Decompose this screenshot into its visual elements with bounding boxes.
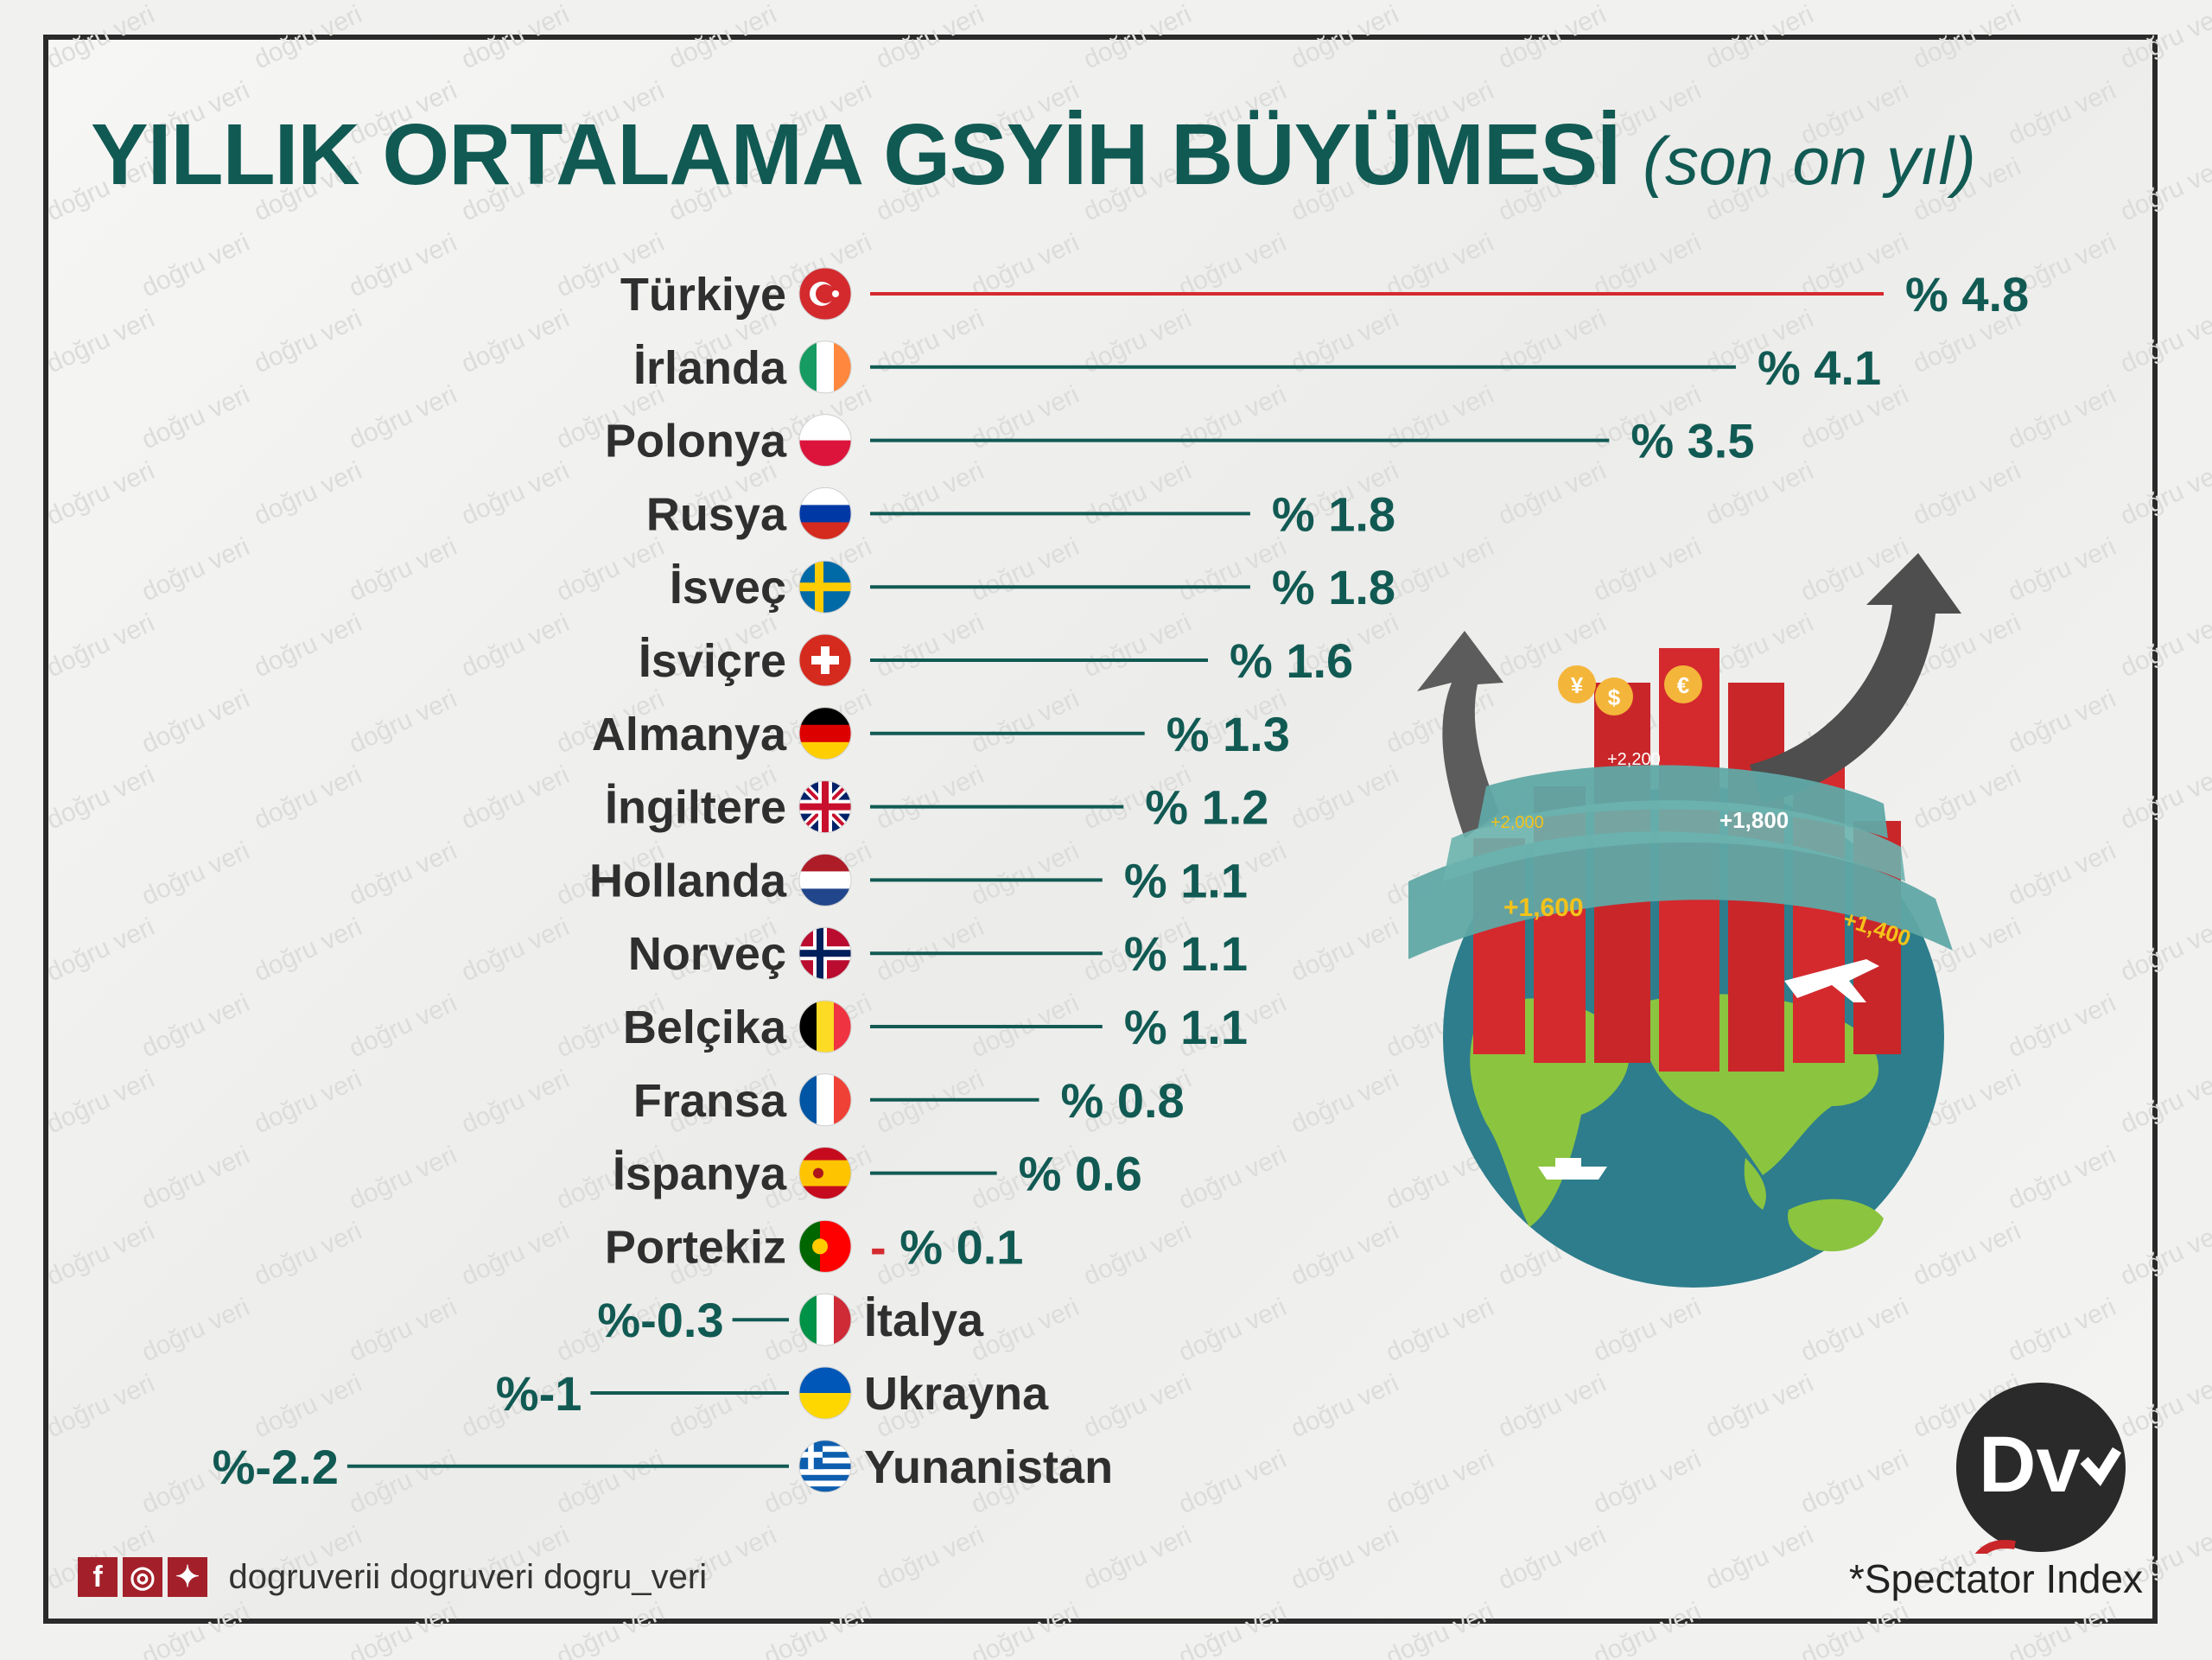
instagram-icon[interactable]: ◎	[123, 1557, 162, 1597]
svg-text:$: $	[1608, 684, 1621, 710]
category-label: İsveç	[670, 562, 786, 614]
value-label: % 1.8	[1272, 487, 1395, 541]
de-flag-icon	[798, 707, 852, 760]
category-label: İspanya	[613, 1148, 787, 1200]
category-label: İsviçre	[639, 635, 786, 687]
ribbon-band	[1408, 831, 1953, 959]
plane-icon	[1784, 959, 1879, 1002]
value-label: % 1.1	[1124, 926, 1248, 981]
dv-logo: Dv	[1956, 1383, 2126, 1554]
value-label: %-0.3	[597, 1293, 723, 1347]
category-label: Türkiye	[620, 269, 786, 321]
back-arrow-icon	[1974, 1540, 2016, 1554]
category-label: Belçika	[623, 1002, 787, 1053]
pl-flag-icon	[798, 414, 852, 467]
value-label: % 4.1	[1758, 340, 1881, 395]
category-label: Fransa	[633, 1075, 787, 1127]
social-bar: f ◎ ✦ dogruverii dogruveri dogru_veri	[78, 1557, 707, 1606]
se-flag-icon	[798, 560, 852, 614]
value-label: % 3.5	[1630, 414, 1754, 468]
value-label: % 1.3	[1166, 707, 1290, 761]
left-arrow	[1417, 631, 1503, 838]
tr-flag-icon	[798, 267, 852, 321]
value-label: % 1.6	[1230, 633, 1353, 688]
ribbon-label: +2,000	[1491, 813, 1544, 832]
ru-flag-icon	[798, 487, 852, 540]
value-label: - % 0.1	[870, 1219, 1023, 1274]
logo-text: Dv	[1979, 1421, 2081, 1509]
ie-flag-icon	[798, 340, 852, 394]
it-flag-icon	[798, 1293, 852, 1346]
continent-shape	[1788, 1199, 1884, 1252]
category-label: Yunanistan	[864, 1441, 1113, 1493]
ua-flag-icon	[798, 1366, 852, 1420]
facebook-icon[interactable]: f	[78, 1557, 118, 1597]
nl-flag-icon	[798, 853, 852, 906]
social-handles: dogruverii dogruveri dogru_veri	[228, 1557, 708, 1596]
page-title: YILLIK ORTALAMA GSYİH BÜYÜMESİ (son on yı…	[91, 105, 2164, 226]
ribbon-label: +1,800	[1719, 807, 1789, 833]
svg-text:¥: ¥	[1571, 672, 1584, 698]
title-subtitle: (son on yıl)	[1643, 123, 1976, 199]
pt-flag-icon	[798, 1219, 852, 1273]
ribbon-band	[1443, 800, 1905, 881]
ribbon-label: +1,600	[1503, 894, 1584, 922]
coin-icon	[1558, 665, 1596, 703]
title-main: YILLIK ORTALAMA GSYİH BÜYÜMESİ	[91, 106, 1621, 203]
value-label: %-1	[496, 1366, 582, 1421]
continent-shape	[1470, 998, 1630, 1227]
category-label: İrlanda	[633, 342, 787, 394]
value-label: % 1.1	[1124, 1000, 1248, 1054]
value-label: % 0.6	[1019, 1147, 1142, 1201]
source-note: *Spectator Index	[1848, 1556, 2143, 1601]
continent-shape	[1744, 1158, 1766, 1210]
gr-flag-icon	[798, 1440, 852, 1493]
category-label: İtalya	[864, 1294, 984, 1346]
ribbon-label: +2,200	[1607, 750, 1661, 769]
ch-flag-icon	[798, 633, 852, 687]
value-label: % 1.1	[1124, 853, 1248, 907]
category-label: Ukrayna	[864, 1368, 1049, 1420]
globe-illustration: ¥ $ € +2,200 +2,000 +1,800 +1,600 +1,400	[1408, 553, 1961, 1288]
es-flag-icon	[798, 1147, 852, 1200]
value-label: % 0.8	[1061, 1073, 1185, 1128]
right-arrow	[1750, 553, 1961, 804]
category-label: Polonya	[605, 416, 787, 467]
ship-icon	[1538, 1167, 1607, 1180]
category-label: Almanya	[592, 709, 787, 760]
value-label: %-2.2	[213, 1440, 339, 1494]
category-label: Portekiz	[605, 1221, 786, 1273]
twitter-icon[interactable]: ✦	[168, 1557, 207, 1597]
be-flag-icon	[798, 1000, 852, 1053]
category-label: Hollanda	[589, 855, 787, 906]
category-label: İngiltere	[605, 782, 786, 834]
coin-icon	[1595, 677, 1633, 716]
svg-text:€: €	[1677, 672, 1689, 698]
coin-icon	[1664, 665, 1702, 703]
gb-flag-icon	[798, 780, 852, 834]
category-label: Rusya	[646, 488, 787, 540]
fr-flag-icon	[798, 1073, 852, 1127]
value-label: % 1.2	[1145, 780, 1268, 835]
value-label: % 1.8	[1272, 560, 1395, 614]
no-flag-icon	[798, 926, 852, 980]
category-label: Norveç	[628, 928, 786, 980]
value-label: % 4.8	[1905, 267, 2029, 321]
